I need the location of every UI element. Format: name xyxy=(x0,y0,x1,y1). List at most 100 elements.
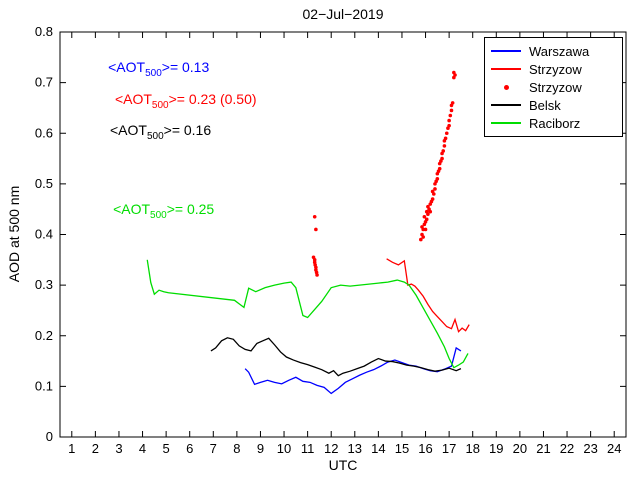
chart-title: 02−Jul−2019 xyxy=(302,6,384,22)
legend-marker xyxy=(491,68,521,70)
legend-marker xyxy=(503,84,509,90)
x-tick-label: 9 xyxy=(257,441,264,456)
x-tick-label: 2 xyxy=(92,441,99,456)
legend-label: Strzyzow xyxy=(529,79,582,95)
legend-marker-line-icon xyxy=(489,104,523,106)
x-tick-label: 15 xyxy=(395,441,409,456)
legend-item: Raciborz xyxy=(485,114,622,132)
x-tick-label: 19 xyxy=(489,441,503,456)
annotation-text: >= 0.25 xyxy=(166,200,215,217)
annotation-text: <AOT xyxy=(109,122,147,139)
legend-marker xyxy=(491,104,521,106)
legend-marker xyxy=(491,122,521,124)
legend: Warszawa Strzyzow Strzyzow Belsk Raciborz xyxy=(484,37,623,137)
legend-marker xyxy=(491,50,521,52)
legend-item: Warszawa xyxy=(485,42,622,60)
series-Raciborz xyxy=(146,259,469,369)
scatter-point-Strzyzow-cloud xyxy=(314,227,318,232)
annotation-text: <AOT xyxy=(114,90,152,107)
x-tick-label: 13 xyxy=(348,441,362,456)
x-tick-label: 7 xyxy=(210,441,217,456)
scatter-point-Strzyzow-cloud xyxy=(312,214,317,219)
scatter-point-Strzyzow-cloud xyxy=(419,237,423,242)
annotation-text: >= 0.16 xyxy=(163,122,212,139)
scatter-point-Strzyzow-cloud xyxy=(312,258,317,262)
scatter-point-Strzyzow-cloud xyxy=(435,177,440,181)
y-tick-label: 0 xyxy=(46,429,53,444)
scatter-point-Strzyzow-cloud xyxy=(449,108,454,113)
scatter-point-Strzyzow-cloud xyxy=(453,73,457,77)
y-axis-label: AOD at 500 nm xyxy=(6,185,22,283)
scatter-point-Strzyzow-cloud xyxy=(315,273,319,277)
x-tick-label: 14 xyxy=(371,441,385,456)
aot-mean-annotation: <AOT500>= 0.13 xyxy=(108,59,209,79)
scatter-point-Strzyzow-cloud xyxy=(443,136,448,141)
y-tick-label: 0.3 xyxy=(35,277,53,292)
x-tick-label: 1 xyxy=(68,441,75,456)
annotation-subscript: 500 xyxy=(145,67,162,79)
annotation-text: >= 0.13 xyxy=(161,59,210,76)
legend-item: Strzyzow xyxy=(485,78,622,96)
x-tick-label: 24 xyxy=(607,441,621,456)
scatter-point-Strzyzow-cloud xyxy=(431,192,436,196)
annotation-text: <AOT xyxy=(108,59,146,76)
x-tick-label: 8 xyxy=(233,441,240,456)
scatter-point-Strzyzow-cloud xyxy=(426,212,430,217)
scatter-point-Strzyzow-cloud xyxy=(440,156,444,161)
x-tick-label: 23 xyxy=(583,441,597,456)
y-tick-label: 0.4 xyxy=(35,227,53,242)
legend-label: Raciborz xyxy=(529,115,581,131)
scatter-point-Strzyzow-cloud xyxy=(430,197,435,201)
scatter-point-Strzyzow-cloud xyxy=(448,113,453,118)
scatter-point-Strzyzow-cloud xyxy=(433,187,437,191)
annotation-subscript: 500 xyxy=(146,131,164,143)
legend-item: Belsk xyxy=(485,96,622,114)
x-tick-label: 17 xyxy=(442,441,456,456)
x-tick-label: 12 xyxy=(324,441,338,456)
y-tick-label: 0.7 xyxy=(35,75,53,90)
scatter-point-Strzyzow-cloud xyxy=(450,101,455,105)
legend-marker-line-icon xyxy=(489,122,523,124)
x-tick-label: 4 xyxy=(139,441,146,456)
legend-marker-line-icon xyxy=(489,50,523,52)
scatter-point-Strzyzow-cloud xyxy=(421,235,425,239)
x-tick-label: 22 xyxy=(560,441,574,456)
x-tick-label: 20 xyxy=(513,441,527,456)
series-Belsk xyxy=(210,337,462,377)
annotation-text: >= 0.23 (0.50) xyxy=(168,90,257,107)
y-tick-label: 0.2 xyxy=(35,328,53,343)
legend-item: Strzyzow xyxy=(485,60,622,78)
legend-label: Warszawa xyxy=(529,43,590,59)
annotation-text: <AOT xyxy=(113,200,151,217)
x-axis-label: UTC xyxy=(328,457,358,473)
y-tick-label: 0.5 xyxy=(35,176,53,191)
x-tick-label: 16 xyxy=(418,441,432,456)
annotation-subscript: 500 xyxy=(151,99,169,111)
scatter-point-Strzyzow-cloud xyxy=(422,214,427,219)
scatter-point-Strzyzow-cloud xyxy=(424,217,429,222)
y-tick-label: 0.6 xyxy=(35,125,53,140)
y-tick-label: 0.8 xyxy=(35,24,53,39)
aot-mean-annotation: <AOT500>= 0.23 (0.50) xyxy=(115,91,257,111)
legend-label: Strzyzow xyxy=(529,61,582,77)
scatter-point-Strzyzow-cloud xyxy=(447,118,451,123)
scatter-point-Strzyzow-cloud xyxy=(428,209,433,214)
legend-marker-dot-icon xyxy=(489,84,523,90)
scatter-point-Strzyzow-cloud xyxy=(442,144,447,148)
x-tick-label: 11 xyxy=(301,441,315,456)
annotation-subscript: 500 xyxy=(150,209,167,221)
scatter-point-Strzyzow-cloud xyxy=(447,123,451,128)
series-Strzyzow xyxy=(386,258,470,333)
scatter-point-Strzyzow-cloud xyxy=(314,265,318,270)
scatter-point-Strzyzow-cloud xyxy=(441,149,446,153)
aot-mean-annotation: <AOT500>= 0.16 xyxy=(110,122,211,142)
scatter-point-Strzyzow-cloud xyxy=(444,131,449,136)
x-tick-label: 21 xyxy=(536,441,550,456)
scatter-point-Strzyzow-cloud xyxy=(423,227,428,232)
legend-marker-line-icon xyxy=(489,68,523,70)
x-tick-label: 6 xyxy=(186,441,193,456)
x-tick-label: 5 xyxy=(163,441,170,456)
aot-mean-annotation: <AOT500>= 0.25 xyxy=(113,201,214,221)
x-tick-label: 18 xyxy=(465,441,479,456)
